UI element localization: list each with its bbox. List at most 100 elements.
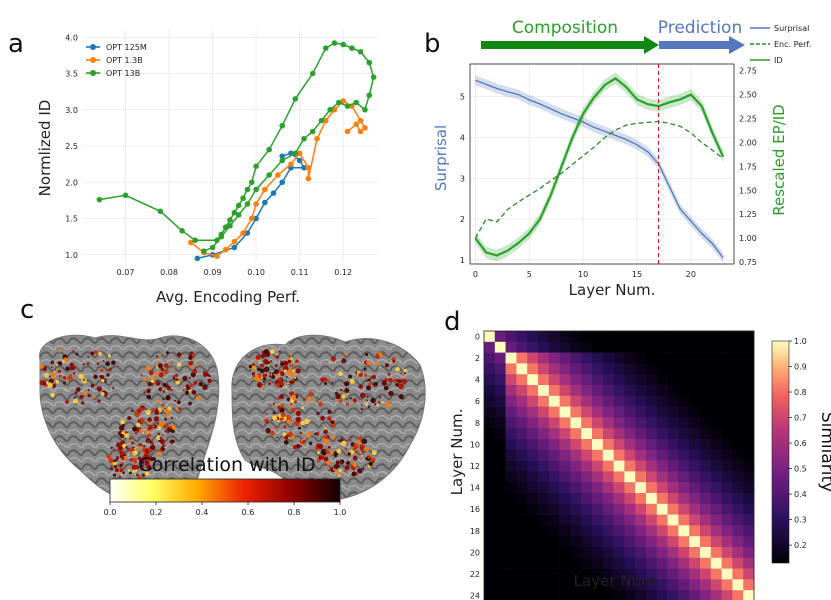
- hotspot-dot: [370, 397, 376, 404]
- panel-a-point-1: [362, 125, 368, 131]
- hotspot-dot: [255, 354, 261, 360]
- hotspot-dot: [64, 388, 67, 391]
- hotspot-dot: [136, 473, 139, 477]
- hotspot-dot: [122, 443, 127, 448]
- panel-b-xtick: 10: [578, 270, 588, 279]
- similarity-cell: [700, 363, 712, 375]
- similarity-cell: [548, 568, 560, 580]
- hotspot-dot: [272, 372, 275, 375]
- similarity-cell: [743, 417, 755, 429]
- similarity-cell: [494, 439, 506, 451]
- hotspot-dot: [364, 373, 368, 377]
- hotspot-dot: [118, 425, 125, 431]
- hotspot-dot: [277, 405, 282, 410]
- hotspot-dot: [163, 368, 169, 375]
- panel-a-point-2: [227, 222, 233, 229]
- similarity-cell: [613, 547, 625, 559]
- similarity-cell: [678, 385, 690, 397]
- panel-d-xlabel: Layer Num.: [574, 572, 661, 590]
- similarity-cell: [559, 374, 571, 386]
- hotspot-dot: [87, 394, 91, 398]
- similarity-cell: [613, 514, 625, 526]
- similarity-cell: [602, 525, 614, 537]
- hotspot-dot: [290, 363, 294, 367]
- similarity-cell: [494, 385, 506, 397]
- similarity-cell: [667, 514, 679, 526]
- hotspot-dot: [188, 377, 191, 379]
- similarity-cell: [667, 493, 679, 505]
- similarity-cell: [613, 590, 625, 600]
- similarity-cell: [548, 341, 560, 353]
- similarity-cell: [516, 331, 528, 343]
- hotspot-dot: [349, 439, 352, 442]
- similarity-cell: [689, 568, 701, 580]
- similarity-cell: [678, 341, 690, 353]
- hotspot-dot: [74, 391, 78, 394]
- hotspot-dot: [156, 435, 162, 441]
- panel-b-ytick-right: 1.00: [739, 234, 757, 243]
- hotspot-dot: [280, 362, 285, 366]
- similarity-cell: [678, 503, 690, 515]
- similarity-cell: [538, 331, 550, 343]
- hotspot-dot: [176, 378, 179, 381]
- similarity-cell: [721, 439, 733, 451]
- similarity-cell: [505, 406, 517, 418]
- hotspot-dot: [146, 429, 149, 432]
- similarity-cell: [689, 406, 701, 418]
- hotspot-dot: [288, 381, 291, 384]
- hotspot-dot: [107, 354, 112, 358]
- hotspot-dot: [119, 433, 125, 439]
- hotspot-dot: [337, 439, 340, 442]
- panel-a-point-2: [227, 217, 233, 223]
- similarity-cell: [732, 341, 744, 353]
- panel-label-b: b: [424, 29, 441, 59]
- similarity-cell: [613, 568, 625, 580]
- hotspot-dot: [154, 409, 160, 415]
- similarity-cell: [527, 341, 539, 353]
- hotspot-dot: [69, 367, 72, 370]
- hotspot-dot: [368, 461, 374, 467]
- similarity-cell: [592, 493, 604, 505]
- similarity-cell: [743, 547, 755, 559]
- similarity-cell: [613, 579, 625, 591]
- similarity-cell: [538, 482, 550, 494]
- similarity-cell: [581, 525, 593, 537]
- similarity-cell: [548, 482, 560, 494]
- panel-d-colorbar-tick: 0.7: [794, 414, 807, 423]
- hotspot-dot: [188, 355, 193, 360]
- hotspot-dot: [166, 357, 169, 360]
- similarity-cell: [494, 590, 506, 600]
- hotspot-dot: [305, 432, 312, 438]
- hotspot-dot: [90, 351, 95, 356]
- similarity-cell: [570, 439, 582, 451]
- panel-a-point-0: [253, 215, 259, 222]
- panel-a-point-2: [279, 157, 286, 164]
- similarity-cell: [710, 331, 722, 343]
- similarity-cell: [646, 503, 658, 515]
- similarity-cell: [624, 428, 636, 440]
- similarity-cell: [516, 514, 528, 526]
- legend-marker-opt125m: [90, 44, 96, 50]
- similarity-cell: [721, 579, 733, 591]
- hotspot-dot: [156, 422, 159, 425]
- hotspot-dot: [260, 353, 266, 359]
- similarity-cell: [646, 579, 658, 591]
- hotspot-dot: [119, 450, 125, 456]
- similarity-cell: [732, 482, 744, 494]
- panel-a-point-2: [201, 248, 207, 254]
- panel-b-ytick-right: 2.25: [739, 115, 757, 124]
- panel-a-point-1: [331, 106, 338, 113]
- hotspot-dot: [395, 366, 400, 372]
- hotspot-dot: [328, 469, 330, 472]
- hotspot-dot: [153, 416, 159, 422]
- hotspot-dot: [106, 373, 110, 377]
- hotspot-dot: [327, 416, 332, 421]
- hotspot-dot: [148, 465, 151, 467]
- similarity-cell: [548, 525, 560, 537]
- hotspot-dot: [341, 358, 347, 364]
- similarity-cell: [732, 331, 744, 343]
- correlation-hotspots: [39, 349, 408, 481]
- hotspot-dot: [344, 447, 347, 450]
- similarity-cell: [581, 568, 593, 580]
- similarity-cell: [581, 547, 593, 559]
